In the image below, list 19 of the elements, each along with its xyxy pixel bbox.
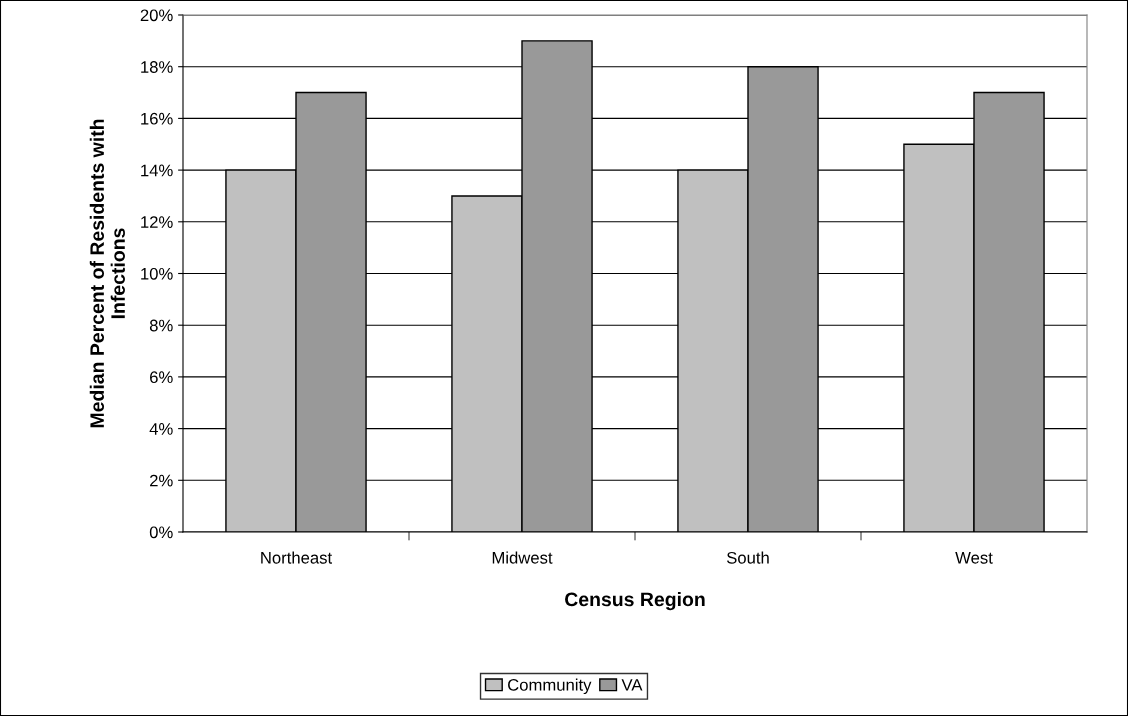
x-tick-label: West bbox=[955, 552, 993, 564]
y-axis-title: Median Percent of Residents with Infections bbox=[89, 119, 125, 428]
x-tick-label: Midwest bbox=[492, 551, 553, 564]
y-tick-label: 16% bbox=[141, 112, 173, 125]
legend-label: VA bbox=[621, 679, 643, 691]
y-tick-label: 20% bbox=[140, 9, 173, 22]
x-axis-title: Census Region bbox=[565, 591, 705, 611]
y-tick-label: 14% bbox=[141, 164, 173, 177]
y-tick-label: 0% bbox=[149, 526, 173, 539]
y-tick-label: 2% bbox=[150, 474, 173, 487]
y-tick-label: 6% bbox=[150, 371, 173, 384]
y-tick-label: 12% bbox=[141, 216, 173, 228]
y-tick-label: 4% bbox=[149, 423, 173, 435]
y-tick-label: 18% bbox=[141, 61, 173, 73]
x-tick-label: Northeast bbox=[261, 551, 333, 564]
legend-label: Community bbox=[508, 678, 592, 695]
y-tick-label: 10% bbox=[141, 267, 173, 280]
x-tick-label: South bbox=[726, 551, 769, 564]
y-tick-label: 8% bbox=[149, 319, 173, 332]
